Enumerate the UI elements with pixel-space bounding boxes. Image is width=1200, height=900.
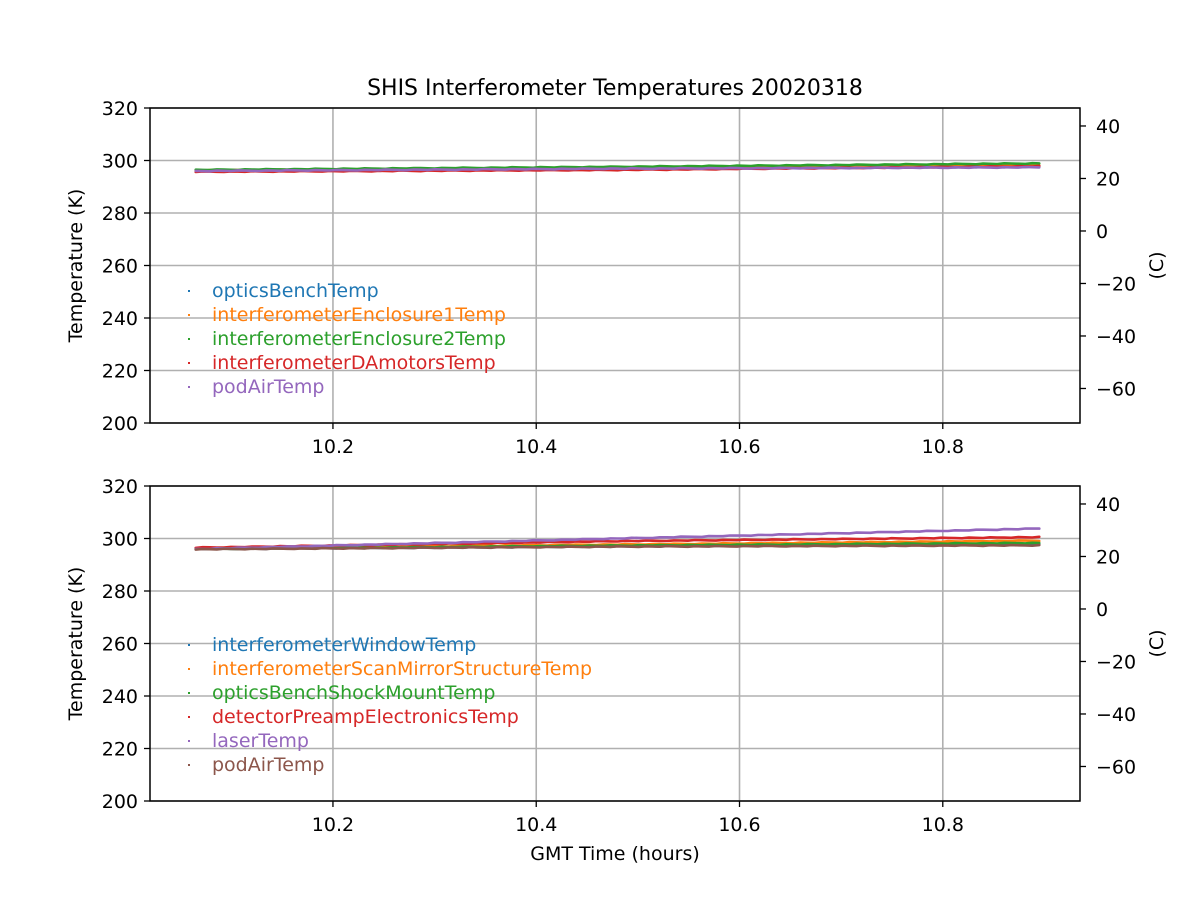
y-tick-label: 200	[102, 413, 138, 435]
y-right-tick-label: 40	[1096, 116, 1120, 138]
x-tick-label: 10.2	[312, 814, 354, 836]
series-podAirTemp	[194, 543, 1041, 551]
legend-entry: opticsBenchTemp	[212, 280, 379, 302]
legend-entry: podAirTemp	[212, 376, 324, 398]
y-tick-label: 200	[102, 791, 138, 813]
x-axis-label: GMT Time (hours)	[530, 843, 700, 865]
y-right-tick-label: −40	[1096, 704, 1136, 726]
legend-entry: interferometerWindowTemp	[212, 634, 476, 656]
y-tick-label: 280	[102, 581, 138, 603]
legend-entry: detectorPreampElectronicsTemp	[212, 706, 519, 728]
chart-title: SHIS Interferometer Temperatures 2002031…	[367, 76, 863, 101]
x-tick-label: 10.2	[312, 436, 354, 458]
legend-entry: interferometerDAmotorsTemp	[212, 352, 496, 374]
y-tick-label: 320	[102, 476, 138, 498]
y-tick-label: 240	[102, 686, 138, 708]
y-tick-label: 220	[102, 361, 138, 383]
y-tick-label: 260	[102, 634, 138, 656]
legend-marker	[188, 692, 190, 694]
legend-entry: interferometerEnclosure1Temp	[212, 304, 506, 326]
legend-marker	[188, 644, 190, 646]
y-tick-label: 320	[102, 98, 138, 120]
legend-entry: interferometerScanMirrorStructureTemp	[212, 658, 592, 680]
x-tick-label: 10.4	[515, 814, 557, 836]
y-right-tick-label: −60	[1096, 756, 1136, 778]
legend-marker	[188, 314, 190, 316]
legend-marker	[188, 668, 190, 670]
y-axis-label: Temperature (K)	[65, 189, 87, 344]
series-laserTemp	[194, 527, 1041, 551]
legend-marker	[188, 764, 190, 766]
y-right-axis-label: (C)	[1146, 629, 1168, 657]
legend-marker	[188, 386, 190, 388]
legend-entry: interferometerEnclosure2Temp	[212, 328, 506, 350]
legend-marker	[188, 362, 190, 364]
y-right-tick-label: −20	[1096, 651, 1136, 673]
legend-marker	[188, 716, 190, 718]
y-tick-label: 300	[102, 529, 138, 551]
y-right-tick-label: −20	[1096, 273, 1136, 295]
panel-1: 10.2 10.4 10.6 10.8200220240260280300320−60…	[65, 98, 1168, 458]
y-right-tick-label: 40	[1096, 494, 1120, 516]
x-tick-label: 10.6	[718, 814, 760, 836]
series-podAirTemp	[194, 165, 1041, 173]
legend-entry: podAirTemp	[212, 754, 324, 776]
x-tick-label: 10.8	[922, 814, 964, 836]
y-tick-label: 280	[102, 203, 138, 225]
y-axis-label: Temperature (K)	[65, 567, 87, 722]
panel-2: 10.2 10.4 10.6 10.8200220240260280300320−60…	[65, 476, 1168, 836]
y-right-tick-label: 20	[1096, 168, 1120, 190]
y-right-tick-label: 0	[1096, 221, 1108, 243]
panels: 10.2 10.4 10.6 10.8200220240260280300320−60…	[65, 98, 1168, 836]
legend-entry: laserTemp	[212, 730, 309, 752]
y-right-tick-label: 0	[1096, 599, 1108, 621]
y-right-tick-label: −60	[1096, 378, 1136, 400]
x-tick-label: 10.6	[718, 436, 760, 458]
y-right-tick-label: −40	[1096, 326, 1136, 348]
legend-marker	[188, 338, 190, 340]
y-tick-label: 260	[102, 256, 138, 278]
legend-marker	[188, 290, 190, 292]
y-tick-label: 220	[102, 739, 138, 761]
x-tick-label: 10.8	[922, 436, 964, 458]
y-right-tick-label: 20	[1096, 546, 1120, 568]
x-tick-label: 10.4	[515, 436, 557, 458]
y-tick-label: 240	[102, 308, 138, 330]
legend-marker	[188, 740, 190, 742]
y-right-axis-label: (C)	[1146, 251, 1168, 279]
legend-entry: opticsBenchShockMountTemp	[212, 682, 495, 704]
y-tick-label: 300	[102, 151, 138, 173]
